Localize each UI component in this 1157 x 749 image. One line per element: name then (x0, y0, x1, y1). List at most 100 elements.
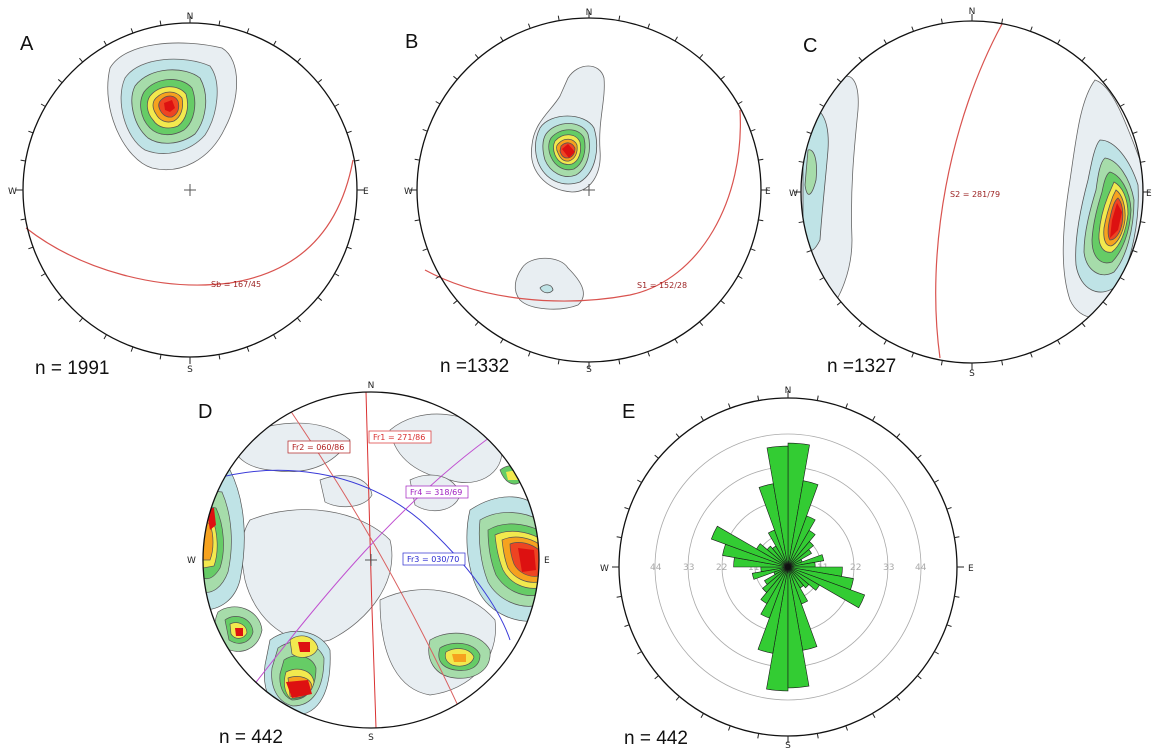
tick-mark (674, 338, 678, 344)
tick-mark (28, 130, 34, 134)
tick-mark (346, 130, 352, 134)
tick-mark (334, 273, 340, 277)
rose-petal (766, 445, 789, 568)
rose-petal (787, 554, 825, 568)
tick-mark (872, 416, 876, 421)
tick-mark (103, 40, 107, 46)
tick-mark (1030, 26, 1033, 32)
sample-count: n = 442 (219, 727, 283, 748)
tick-mark (557, 15, 560, 21)
tick-mark (1119, 277, 1125, 281)
tick-mark (816, 395, 819, 401)
tick-mark (527, 23, 531, 29)
tick-mark (1102, 78, 1108, 83)
rose-petals (710, 442, 866, 692)
tick-mark (103, 334, 107, 340)
tick-mark (806, 250, 812, 253)
tick-mark (940, 360, 943, 366)
foliation-plane (935, 23, 1003, 359)
tick-mark (798, 221, 804, 224)
tick-mark (218, 354, 221, 360)
rose-petal (760, 566, 789, 605)
tick-mark (806, 131, 812, 134)
tick-mark (819, 103, 825, 107)
north-label: N (785, 386, 792, 396)
east-label: E (765, 187, 771, 197)
tick-mark (737, 101, 743, 105)
south-label: S (368, 733, 374, 743)
tick-mark (273, 40, 277, 46)
center-cross (365, 554, 377, 566)
tick-ring (16, 16, 364, 364)
west-label: W (600, 564, 609, 574)
rose-petal (762, 566, 789, 593)
tick-mark (675, 433, 680, 438)
foliation-plane (424, 109, 741, 302)
panel-letter: E (622, 401, 635, 423)
tick-mark (618, 359, 621, 365)
rose-petal (787, 549, 812, 568)
tick-mark (911, 26, 914, 32)
tick-mark (334, 103, 340, 107)
tick-mark (737, 275, 743, 279)
panel-a: A Sb = 167/45 N S E W n = 1991 (8, 12, 369, 379)
tick-mark (883, 339, 887, 345)
panel-letter: A (20, 33, 34, 55)
tick-mark (557, 359, 560, 365)
fr3-label: Fr3 = 030/70 (402, 552, 466, 566)
fr2-label: Fr2 = 060/86 (287, 440, 351, 454)
tick-mark (422, 248, 428, 252)
svg-text:Fr4 = 318/69: Fr4 = 318/69 (410, 488, 462, 497)
east-label: E (544, 556, 550, 566)
tick-mark (616, 536, 622, 539)
tick-mark (758, 158, 764, 161)
tick-mark (798, 160, 804, 163)
panel-letter: D (198, 401, 212, 423)
tick-mark (317, 79, 323, 84)
tick-ring (410, 11, 768, 369)
rose-petal (710, 525, 789, 568)
tick-mark (934, 479, 939, 483)
tick-mark (624, 507, 630, 510)
plane-label: S2 = 281/79 (950, 190, 1000, 199)
tick-ring (612, 391, 964, 743)
tick-mark (28, 246, 34, 250)
rose-petal (787, 529, 816, 568)
tick-mark (654, 454, 659, 459)
south-label: S (785, 741, 791, 749)
rose-petal (756, 543, 789, 568)
rose-petal (751, 566, 789, 580)
tick-mark (1132, 250, 1138, 253)
tick-mark (896, 433, 901, 438)
tick-mark (130, 346, 134, 352)
svg-text:Fr3 = 030/70: Fr3 = 030/70 (407, 555, 459, 564)
svg-text:Fr1 = 271/86: Fr1 = 271/86 (373, 433, 425, 442)
fr2-plane (289, 409, 461, 711)
tick-ring (794, 14, 1150, 370)
tick-mark (675, 696, 680, 701)
tick-mark (750, 248, 756, 252)
east-label: E (1146, 189, 1152, 199)
tick-mark (1001, 360, 1004, 366)
panel-b: B S1 = 152/28 N S E W n =1332 (404, 8, 771, 377)
tick-mark (618, 15, 621, 21)
tick-mark (845, 403, 848, 409)
fr4-plane (249, 429, 501, 691)
sample-count: n =1332 (440, 356, 509, 377)
rose-petal (787, 541, 814, 568)
tick-mark (500, 338, 504, 344)
tick-mark (647, 23, 651, 29)
rose-petal (766, 545, 789, 568)
tick-mark (940, 18, 943, 24)
tick-mark (20, 159, 26, 162)
tick-mark (159, 354, 162, 360)
north-label: N (368, 381, 375, 391)
tick-mark (474, 54, 479, 59)
south-label: S (586, 365, 592, 375)
tick-mark (896, 696, 901, 701)
density-contours (107, 42, 238, 170)
rose-petal (760, 566, 789, 619)
tick-mark (79, 57, 84, 63)
rose-petal (787, 566, 810, 689)
